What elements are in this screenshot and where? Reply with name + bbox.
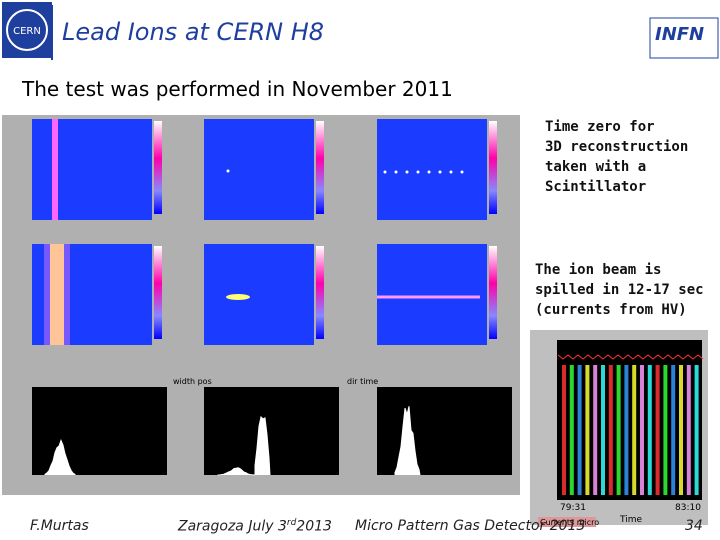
note-line: spilled in 12-17 sec xyxy=(535,280,704,300)
subtitle: The test was performed in November 2011 xyxy=(22,77,453,101)
scope-trace xyxy=(593,365,597,495)
beam-spot xyxy=(226,294,250,300)
footer-author: F.Murtas xyxy=(30,518,89,534)
dot xyxy=(450,171,453,174)
heatmap xyxy=(377,244,487,345)
colorbar xyxy=(316,246,324,339)
dot xyxy=(395,171,398,174)
note-line: taken with a xyxy=(545,157,688,177)
panel-grid xyxy=(32,119,512,475)
scope-trace xyxy=(632,365,636,495)
scope-trace xyxy=(624,365,628,495)
place: Zaragoza July 3 xyxy=(178,519,287,535)
dot xyxy=(417,171,420,174)
dot xyxy=(439,171,442,174)
scope-trace xyxy=(609,365,613,495)
scope-time: Time xyxy=(619,515,642,525)
colorbar xyxy=(489,246,497,339)
heatmap xyxy=(204,244,314,345)
scope-trace xyxy=(617,365,621,495)
scope-trace xyxy=(585,365,589,495)
heatmap xyxy=(204,119,314,220)
scope-trace xyxy=(671,365,675,495)
histogram-bg xyxy=(204,387,339,475)
scope-trace xyxy=(578,365,582,495)
colorbar xyxy=(316,121,324,214)
title: Lead Ions at CERN H8 xyxy=(62,18,324,46)
scope-trace xyxy=(601,365,605,495)
heatmap xyxy=(377,119,487,220)
page-number: 34 xyxy=(685,518,703,534)
scope-t-start: 79:31 xyxy=(560,503,586,513)
beam-band xyxy=(52,119,58,220)
scope-trace xyxy=(570,365,574,495)
scope-trace xyxy=(663,365,667,495)
cern-logo-text: CERN xyxy=(13,26,41,37)
colorbar xyxy=(154,246,162,339)
note-line: Scintillator xyxy=(545,177,688,197)
dot xyxy=(227,170,230,173)
scope-trace xyxy=(695,365,699,495)
note-line: (currents from HV) xyxy=(535,300,704,320)
place-year: 2013 xyxy=(296,519,332,535)
histogram-bg xyxy=(377,387,512,475)
panel-label: dir time xyxy=(347,377,378,386)
scope-trace xyxy=(656,365,660,495)
slide: CERN INFN 79:31 Time 83:10 Currents micr… xyxy=(0,0,720,540)
beam-glow xyxy=(44,244,70,345)
note-line: The ion beam is xyxy=(535,260,704,280)
panel-label: width pos xyxy=(173,377,212,386)
infn-logo: INFN xyxy=(655,24,704,45)
scope-trace xyxy=(562,365,566,495)
footer-conference: Micro Pattern Gas Detector 2013 xyxy=(355,518,585,534)
scope-t-end: 83:10 xyxy=(675,503,701,513)
heatmap xyxy=(32,119,152,220)
note: Time zero for 3D reconstruction taken with… xyxy=(545,117,688,197)
dot xyxy=(406,171,409,174)
footer-place: Zaragoza July 3rd2013 xyxy=(178,518,332,535)
scope-trace xyxy=(679,365,683,495)
note: The ion beam is spilled in 12-17 sec (curr… xyxy=(535,260,704,320)
scope-trace xyxy=(640,365,644,495)
colorbar xyxy=(154,121,162,214)
note-line: 3D reconstruction xyxy=(545,137,688,157)
dot xyxy=(384,171,387,174)
dot xyxy=(428,171,431,174)
scope-trace xyxy=(648,365,652,495)
place-sup: rd xyxy=(287,518,296,528)
note-line: Time zero for xyxy=(545,117,688,137)
colorbar xyxy=(489,121,497,214)
dot xyxy=(461,171,464,174)
scope-trace xyxy=(687,365,691,495)
